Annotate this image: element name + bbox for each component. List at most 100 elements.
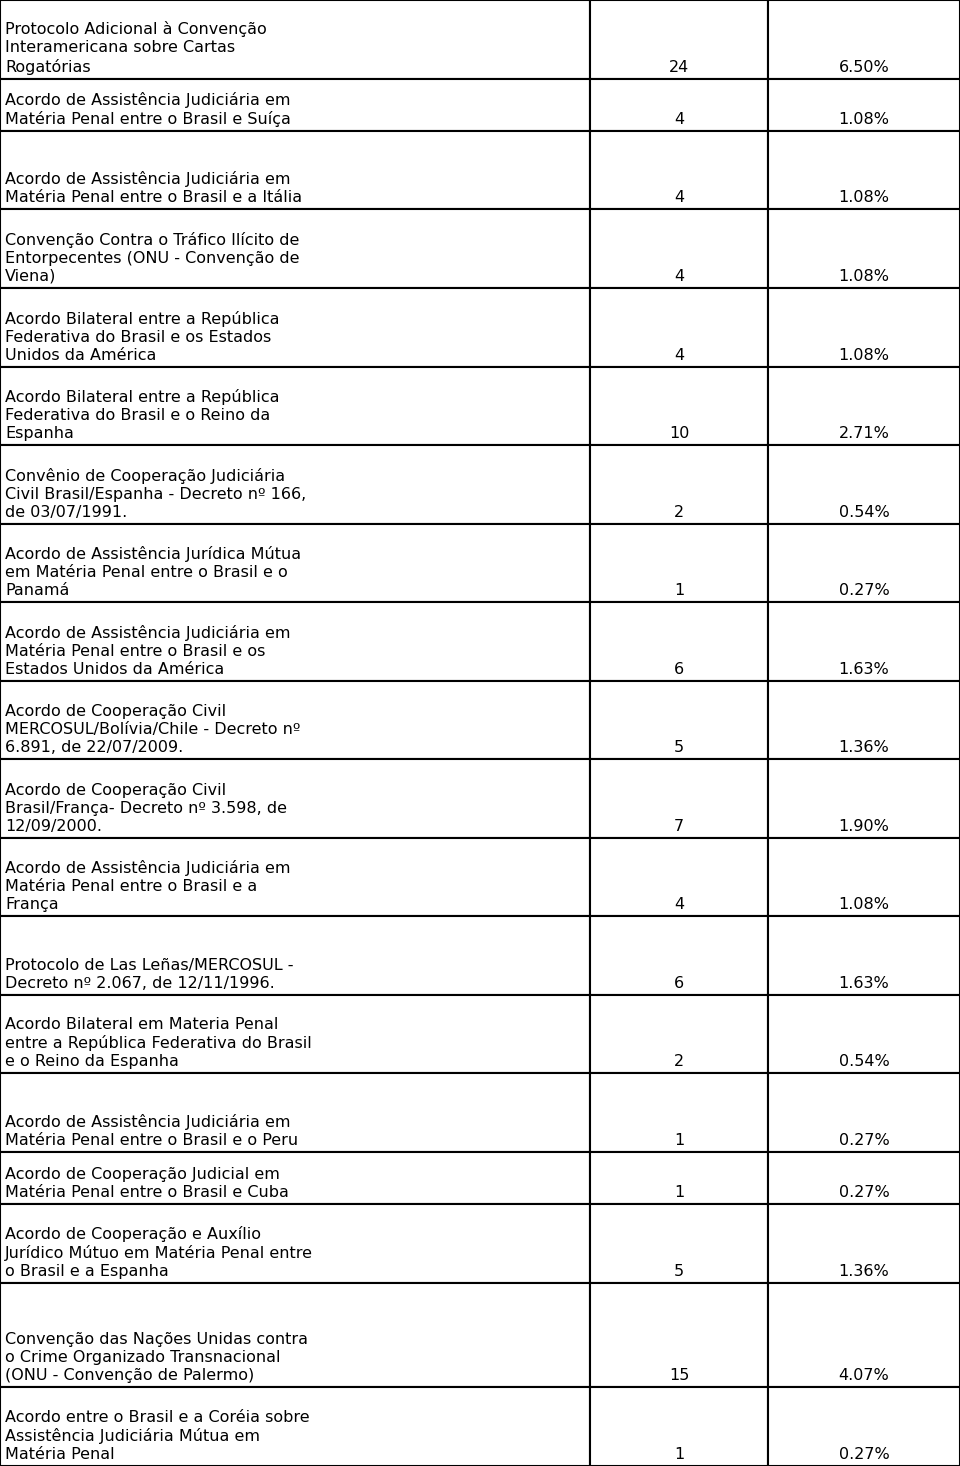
Bar [590, 130, 768, 210]
Text: Acordo de Cooperação Civil
Brasil/França- Decreto nº 3.598, de
12/09/2000.: Acordo de Cooperação Civil Brasil/França… [5, 783, 287, 834]
Bar [768, 366, 960, 446]
Text: 1.08%: 1.08% [838, 191, 890, 205]
Text: 1: 1 [674, 1133, 684, 1148]
Bar [590, 287, 768, 366]
Bar [0, 0, 590, 79]
Text: 5: 5 [674, 1264, 684, 1278]
Text: 1: 1 [674, 583, 684, 598]
Text: 0.54%: 0.54% [839, 504, 889, 519]
Text: 1.63%: 1.63% [839, 661, 889, 677]
Text: Acordo de Assistência Judiciária em
Matéria Penal entre o Brasil e o Peru: Acordo de Assistência Judiciária em Maté… [5, 1095, 299, 1148]
Text: 1.08%: 1.08% [838, 268, 890, 284]
Text: 15: 15 [669, 1368, 689, 1384]
Bar [590, 1283, 768, 1387]
Text: Acordo Bilateral entre a República
Federativa do Brasil e os Estados
Unidos da A: Acordo Bilateral entre a República Feder… [5, 311, 279, 362]
Bar [768, 1387, 960, 1466]
Bar [768, 603, 960, 680]
Bar [0, 287, 590, 366]
Text: 0.27%: 0.27% [839, 1447, 889, 1462]
Text: 1.08%: 1.08% [838, 897, 890, 912]
Bar [768, 1204, 960, 1283]
Text: Acordo Bilateral entre a República
Federativa do Brasil e o Reino da
Espanha: Acordo Bilateral entre a República Feder… [5, 388, 279, 441]
Text: 24: 24 [669, 60, 689, 75]
Bar [0, 1387, 590, 1466]
Bar [768, 523, 960, 603]
Text: 1: 1 [674, 1447, 684, 1462]
Text: 1.63%: 1.63% [839, 976, 889, 991]
Bar [0, 759, 590, 837]
Text: 1.90%: 1.90% [839, 818, 889, 834]
Bar [590, 995, 768, 1073]
Bar [0, 523, 590, 603]
Bar [590, 759, 768, 837]
Bar [590, 0, 768, 79]
Text: 0.27%: 0.27% [839, 583, 889, 598]
Text: 4: 4 [674, 268, 684, 284]
Bar [768, 1073, 960, 1152]
Text: 0.27%: 0.27% [839, 1185, 889, 1201]
Text: Acordo de Cooperação Civil
MERCOSUL/Bolívia/Chile - Decreto nº
6.891, de 22/07/2: Acordo de Cooperação Civil MERCOSUL/Bolí… [5, 704, 300, 755]
Text: Convênio de Cooperação Judiciária
Civil Brasil/Espanha - Decreto nº 166,
de 03/0: Convênio de Cooperação Judiciária Civil … [5, 468, 306, 519]
Bar [0, 1152, 590, 1204]
Bar [590, 603, 768, 680]
Text: Protocolo de Las Leñas/MERCOSUL -
Decreto nº 2.067, de 12/11/1996.: Protocolo de Las Leñas/MERCOSUL - Decret… [5, 940, 294, 991]
Text: 6.50%: 6.50% [839, 60, 889, 75]
Bar [768, 0, 960, 79]
Text: Acordo de Assistência Jurídica Mútua
em Matéria Penal entre o Brasil e o
Panamá: Acordo de Assistência Jurídica Mútua em … [5, 547, 301, 598]
Bar [590, 446, 768, 523]
Text: 4: 4 [674, 347, 684, 362]
Text: Acordo Bilateral em Materia Penal
entre a República Federativa do Brasil
e o Rei: Acordo Bilateral em Materia Penal entre … [5, 1017, 312, 1069]
Bar [768, 837, 960, 916]
Bar [0, 837, 590, 916]
Bar [0, 1073, 590, 1152]
Text: 4: 4 [674, 191, 684, 205]
Bar [768, 916, 960, 995]
Text: Convenção Contra o Tráfico Ilícito de
Entorpecentes (ONU - Convenção de
Viena): Convenção Contra o Tráfico Ilícito de En… [5, 232, 300, 284]
Bar [768, 446, 960, 523]
Bar [590, 523, 768, 603]
Bar [0, 446, 590, 523]
Bar [768, 1152, 960, 1204]
Text: Convenção das Nações Unidas contra
o Crime Organizado Transnacional
(ONU - Conve: Convenção das Nações Unidas contra o Cri… [5, 1315, 308, 1384]
Text: Acordo de Cooperação Judicial em
Matéria Penal entre o Brasil e Cuba: Acordo de Cooperação Judicial em Matéria… [5, 1167, 289, 1201]
Text: Acordo de Assistência Judiciária em
Matéria Penal entre o Brasil e a Itália: Acordo de Assistência Judiciária em Maté… [5, 152, 302, 205]
Bar [590, 916, 768, 995]
Text: 0.27%: 0.27% [839, 1133, 889, 1148]
Bar [768, 210, 960, 287]
Text: Acordo de Assistência Judiciária em
Matéria Penal entre o Brasil e Suíça: Acordo de Assistência Judiciária em Maté… [5, 92, 291, 128]
Text: 1.08%: 1.08% [838, 347, 890, 362]
Text: 1: 1 [674, 1185, 684, 1201]
Text: 0.54%: 0.54% [839, 1054, 889, 1069]
Bar [768, 1283, 960, 1387]
Bar [0, 995, 590, 1073]
Bar [590, 1073, 768, 1152]
Text: 4.07%: 4.07% [839, 1368, 889, 1384]
Bar [0, 130, 590, 210]
Text: 10: 10 [669, 427, 689, 441]
Bar [768, 995, 960, 1073]
Text: 2.71%: 2.71% [839, 427, 889, 441]
Bar [590, 680, 768, 759]
Bar [590, 210, 768, 287]
Text: 1.08%: 1.08% [838, 111, 890, 128]
Bar [590, 837, 768, 916]
Bar [0, 1283, 590, 1387]
Bar [0, 916, 590, 995]
Text: Acordo de Assistência Judiciária em
Matéria Penal entre o Brasil e os
Estados Un: Acordo de Assistência Judiciária em Maté… [5, 625, 291, 677]
Bar [0, 366, 590, 446]
Bar [590, 366, 768, 446]
Text: Acordo de Cooperação e Auxílio
Jurídico Mútuo em Matéria Penal entre
o Brasil e : Acordo de Cooperação e Auxílio Jurídico … [5, 1226, 313, 1278]
Text: Acordo entre o Brasil e a Coréia sobre
Assistência Judiciária Mútua em
Matéria P: Acordo entre o Brasil e a Coréia sobre A… [5, 1410, 310, 1462]
Bar [590, 1152, 768, 1204]
Text: 6: 6 [674, 976, 684, 991]
Bar [590, 1387, 768, 1466]
Bar [0, 1204, 590, 1283]
Bar [590, 1204, 768, 1283]
Text: 4: 4 [674, 897, 684, 912]
Bar [768, 759, 960, 837]
Bar [768, 79, 960, 130]
Text: 2: 2 [674, 504, 684, 519]
Bar [768, 287, 960, 366]
Bar [0, 79, 590, 130]
Text: 6: 6 [674, 661, 684, 677]
